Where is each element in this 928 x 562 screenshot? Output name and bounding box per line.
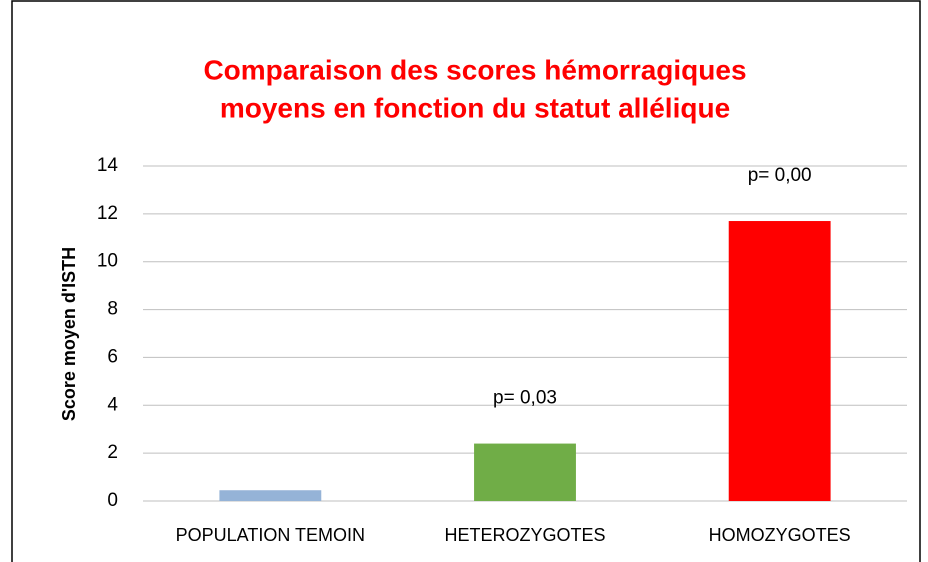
y-tick-label: 14 bbox=[97, 155, 119, 176]
x-tick-label: POPULATION TEMOIN bbox=[176, 525, 365, 545]
y-tick-label: 6 bbox=[107, 346, 118, 367]
bar bbox=[728, 221, 831, 502]
annotation: p= 0,00 bbox=[748, 165, 812, 186]
bar bbox=[219, 490, 322, 501]
bar bbox=[474, 443, 576, 501]
y-tick-label: 4 bbox=[107, 394, 118, 415]
y-tick-label: 12 bbox=[97, 203, 118, 224]
x-tick-label: HOMOZYGOTES bbox=[709, 525, 851, 545]
y-tick-label: 0 bbox=[107, 490, 118, 511]
y-tick-label: 8 bbox=[107, 299, 118, 320]
y-tick-label: 10 bbox=[97, 251, 118, 272]
annotation: p= 0,03 bbox=[493, 388, 557, 409]
chart-title-line: Comparaison des scores hémorragiques bbox=[203, 54, 746, 85]
y-axis-label: Score moyen d'ISTH bbox=[59, 247, 79, 421]
y-tick-label: 2 bbox=[107, 442, 118, 463]
x-tick-label: HETEROZYGOTES bbox=[444, 525, 605, 545]
chart-title-line: moyens en fonction du statut allélique bbox=[220, 92, 730, 123]
